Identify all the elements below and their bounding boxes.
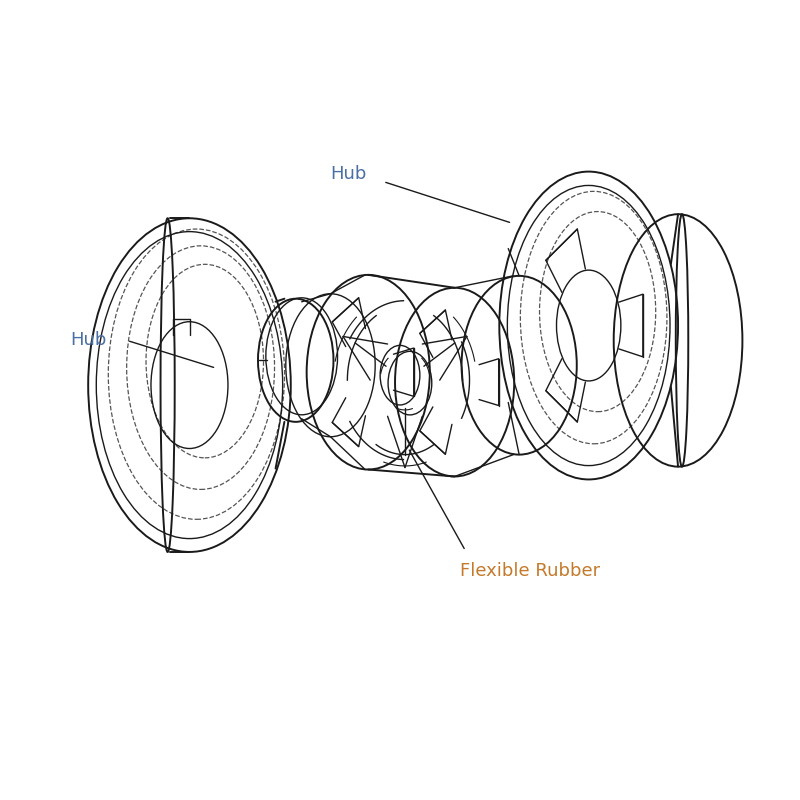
Text: Hub: Hub: [70, 331, 106, 350]
Text: Hub: Hub: [330, 165, 367, 182]
Text: Flexible Rubber: Flexible Rubber: [459, 562, 600, 580]
